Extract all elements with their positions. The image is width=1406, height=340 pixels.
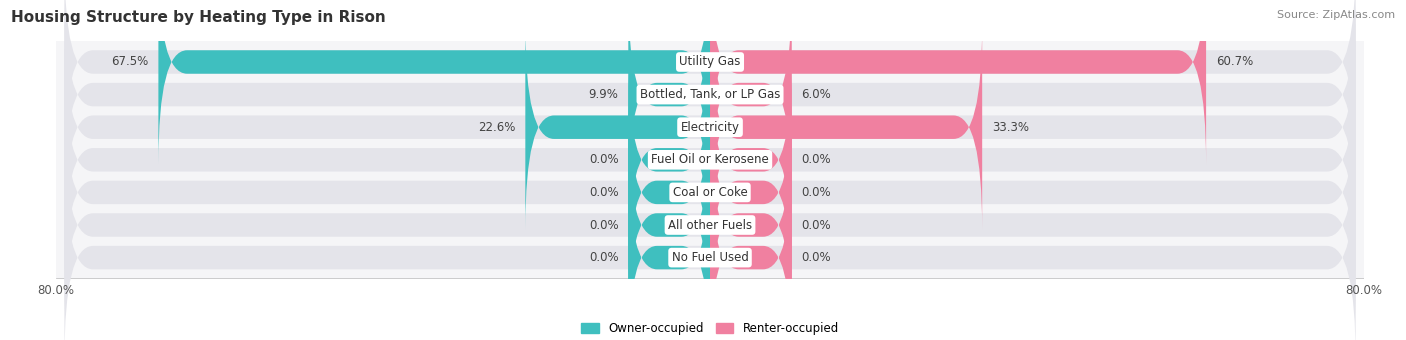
Text: 22.6%: 22.6%	[478, 121, 516, 134]
FancyBboxPatch shape	[710, 57, 792, 262]
Text: 0.0%: 0.0%	[589, 251, 619, 264]
Text: Bottled, Tank, or LP Gas: Bottled, Tank, or LP Gas	[640, 88, 780, 101]
Text: No Fuel Used: No Fuel Used	[672, 251, 748, 264]
FancyBboxPatch shape	[65, 0, 1355, 197]
FancyBboxPatch shape	[65, 25, 1355, 230]
Text: 0.0%: 0.0%	[801, 186, 831, 199]
FancyBboxPatch shape	[628, 57, 710, 262]
Text: Utility Gas: Utility Gas	[679, 55, 741, 68]
FancyBboxPatch shape	[65, 0, 1355, 164]
Text: 0.0%: 0.0%	[801, 219, 831, 232]
Text: 67.5%: 67.5%	[111, 55, 149, 68]
Text: Electricity: Electricity	[681, 121, 740, 134]
Text: 33.3%: 33.3%	[993, 121, 1029, 134]
Text: 9.9%: 9.9%	[589, 88, 619, 101]
Text: All other Fuels: All other Fuels	[668, 219, 752, 232]
Text: 0.0%: 0.0%	[589, 186, 619, 199]
Text: 6.0%: 6.0%	[801, 88, 831, 101]
FancyBboxPatch shape	[628, 155, 710, 340]
Text: Fuel Oil or Kerosene: Fuel Oil or Kerosene	[651, 153, 769, 166]
FancyBboxPatch shape	[710, 155, 792, 340]
FancyBboxPatch shape	[628, 123, 710, 327]
Text: Source: ZipAtlas.com: Source: ZipAtlas.com	[1277, 10, 1395, 20]
Text: Coal or Coke: Coal or Coke	[672, 186, 748, 199]
FancyBboxPatch shape	[710, 90, 792, 295]
Text: 60.7%: 60.7%	[1216, 55, 1253, 68]
Legend: Owner-occupied, Renter-occupied: Owner-occupied, Renter-occupied	[576, 317, 844, 340]
FancyBboxPatch shape	[526, 25, 710, 230]
FancyBboxPatch shape	[65, 155, 1355, 340]
Text: 0.0%: 0.0%	[589, 153, 619, 166]
FancyBboxPatch shape	[710, 25, 983, 230]
FancyBboxPatch shape	[628, 0, 710, 197]
FancyBboxPatch shape	[710, 0, 792, 197]
FancyBboxPatch shape	[710, 0, 1206, 164]
FancyBboxPatch shape	[628, 90, 710, 295]
Text: 0.0%: 0.0%	[801, 251, 831, 264]
FancyBboxPatch shape	[65, 57, 1355, 262]
FancyBboxPatch shape	[159, 0, 710, 164]
FancyBboxPatch shape	[710, 123, 792, 327]
FancyBboxPatch shape	[65, 123, 1355, 327]
FancyBboxPatch shape	[65, 90, 1355, 295]
Text: 0.0%: 0.0%	[589, 219, 619, 232]
Text: 0.0%: 0.0%	[801, 153, 831, 166]
Text: Housing Structure by Heating Type in Rison: Housing Structure by Heating Type in Ris…	[11, 10, 387, 25]
